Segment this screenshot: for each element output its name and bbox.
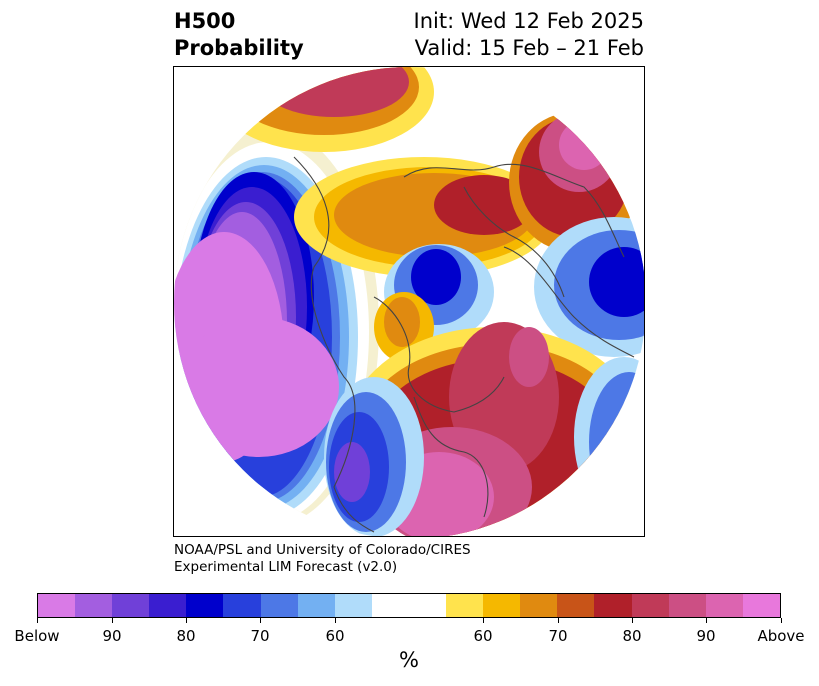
colorbar-swatch bbox=[668, 594, 706, 617]
title-line-1: H500 bbox=[174, 9, 236, 33]
colorbar-swatch bbox=[297, 594, 335, 617]
colorbar-tick-mark bbox=[558, 618, 559, 623]
colorbar-swatch bbox=[557, 594, 595, 617]
colorbar-tick-label: Above bbox=[757, 627, 805, 645]
colorbar-swatch bbox=[483, 594, 521, 617]
colorbar-tick-mark bbox=[483, 618, 484, 623]
colorbar-swatch bbox=[742, 594, 780, 617]
colorbar-tick-label: 80 bbox=[622, 627, 642, 645]
init-date: Init: Wed 12 Feb 2025 bbox=[413, 9, 644, 33]
probability-field bbox=[174, 67, 644, 536]
title-line-2: Probability bbox=[174, 36, 304, 60]
colorbar-swatch bbox=[446, 594, 484, 617]
colorbar-swatch bbox=[408, 594, 447, 617]
colorbar-tick-mark bbox=[112, 618, 113, 623]
colorbar-tick-label: 60 bbox=[325, 627, 345, 645]
colorbar-swatch bbox=[705, 594, 743, 617]
colorbar-tick-label: 70 bbox=[250, 627, 270, 645]
colorbar-tick-mark bbox=[335, 618, 336, 623]
eurasia-high-region bbox=[294, 112, 639, 277]
arctic-high-region bbox=[214, 67, 434, 152]
colorbar-tick-label: Below bbox=[14, 627, 60, 645]
colorbar-tick-mark bbox=[706, 618, 707, 623]
colorbar-swatch bbox=[260, 594, 298, 617]
colorbar bbox=[37, 593, 781, 618]
colorbar-tick-mark bbox=[781, 618, 782, 623]
colorbar-swatch bbox=[112, 594, 150, 617]
credit-line-1: NOAA/PSL and University of Colorado/CIRE… bbox=[174, 542, 471, 558]
colorbar-swatch bbox=[186, 594, 224, 617]
colorbar-tick-label: 90 bbox=[102, 627, 122, 645]
colorbar-swatch bbox=[371, 594, 409, 617]
siberia-low-region bbox=[534, 217, 644, 357]
forecast-dates: Init: Wed 12 Feb 2025 Valid: 15 Feb – 21… bbox=[414, 8, 644, 62]
west-us-low-region bbox=[324, 377, 424, 536]
colorbar-tick-label: 60 bbox=[473, 627, 493, 645]
credit-line-2: Experimental LIM Forecast (v2.0) bbox=[174, 559, 398, 575]
colorbar-swatch bbox=[149, 594, 187, 617]
colorbar-swatch bbox=[75, 594, 113, 617]
valid-range: Valid: 15 Feb – 21 Feb bbox=[414, 36, 644, 60]
polar-map bbox=[173, 66, 645, 537]
colorbar-swatch bbox=[520, 594, 558, 617]
colorbar-swatch bbox=[223, 594, 261, 617]
colorbar-tick-mark bbox=[632, 618, 633, 623]
coastline-outlines bbox=[293, 156, 635, 533]
colorbar-tick-mark bbox=[260, 618, 261, 623]
colorbar-swatch bbox=[594, 594, 632, 617]
colorbar-unit: % bbox=[399, 648, 419, 672]
colorbar-swatch bbox=[631, 594, 669, 617]
colorbar-tick-label: 70 bbox=[548, 627, 568, 645]
colorbar-tick-label: 90 bbox=[696, 627, 716, 645]
colorbar-tick-mark bbox=[186, 618, 187, 623]
colorbar-swatch bbox=[38, 594, 76, 617]
colorbar-swatch bbox=[334, 594, 372, 617]
pacific-low-region bbox=[174, 127, 379, 527]
credit-text: NOAA/PSL and University of Colorado/CIRE… bbox=[174, 542, 471, 576]
colorbar-tick-label: 80 bbox=[176, 627, 196, 645]
map-title: H500 Probability bbox=[174, 8, 304, 62]
colorbar-tick-mark bbox=[37, 618, 38, 623]
